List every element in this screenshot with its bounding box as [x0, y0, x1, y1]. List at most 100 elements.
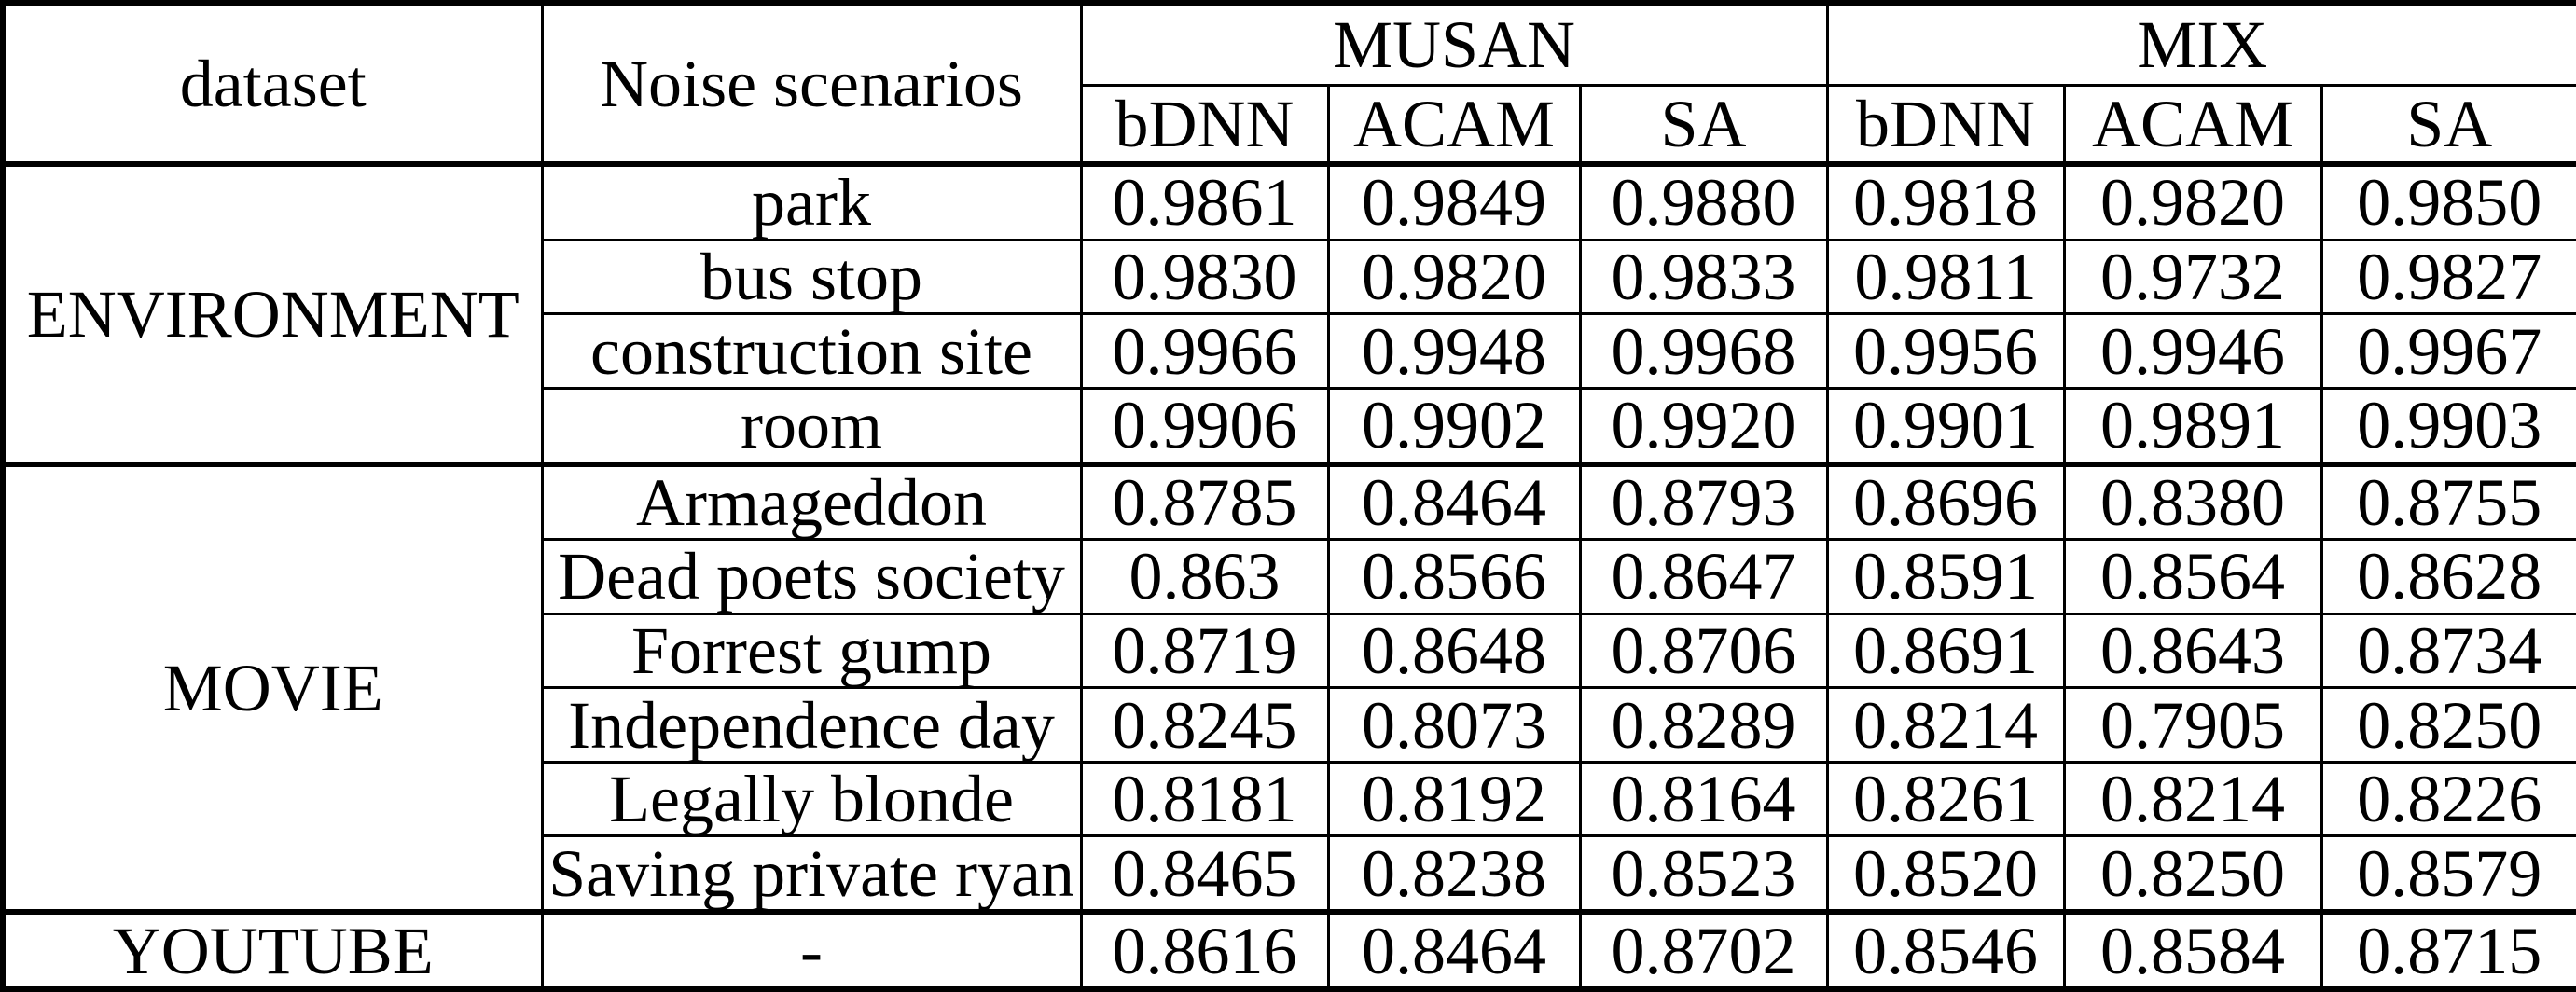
table-row: Legally blonde 0.8181 0.8192 0.8164 0.82…	[3, 760, 2576, 838]
value-cell: 0.9968	[1578, 312, 1829, 390]
value-cell: 0.9849	[1326, 162, 1582, 241]
value-cell: 0.8546	[1825, 909, 2066, 991]
value-cell: 0.7905	[2062, 686, 2323, 764]
value-cell: 0.9903	[2320, 386, 2576, 466]
value-cell: 0.9861	[1079, 162, 1330, 241]
value-cell: 0.8523	[1578, 834, 1829, 914]
header-musan-bdnn: bDNN	[1079, 84, 1330, 167]
value-cell: 0.8579	[2320, 834, 2576, 914]
header-musan-sa: SA	[1578, 84, 1829, 167]
value-cell: 0.8520	[1825, 834, 2066, 914]
table-row: YOUTUBE - 0.8616 0.8464 0.8702 0.8546 0.…	[1, 909, 2576, 991]
value-cell: 0.9820	[1326, 238, 1582, 316]
value-cell: 0.8643	[2062, 612, 2323, 690]
dataset-cell-movie: MOVIE	[1, 461, 544, 914]
value-cell: 0.8192	[1326, 760, 1582, 838]
table-row: MOVIE Armageddon 0.8785 0.8464 0.8793 0.…	[1, 461, 2576, 914]
header-noise-scenarios: Noise scenarios	[540, 1, 1083, 167]
value-cell: 0.9732	[2062, 238, 2323, 316]
value-cell: 0.8238	[1326, 834, 1582, 914]
header-mix-sa: SA	[2320, 84, 2576, 167]
scenario-cell: Forrest gump	[540, 612, 1083, 690]
value-cell: 0.8465	[1079, 834, 1330, 914]
dataset-cell-youtube: YOUTUBE	[1, 909, 544, 991]
value-cell: 0.8628	[2320, 538, 2576, 615]
value-cell: 0.9920	[1578, 386, 1829, 466]
value-cell: 0.9850	[2320, 162, 2576, 241]
header-group-mix: MIX	[1825, 1, 2576, 87]
scenario-cell: construction site	[540, 312, 1083, 390]
value-cell: 0.8647	[1578, 538, 1829, 615]
value-cell: 0.8734	[2320, 612, 2576, 690]
value-cell: 0.8164	[1578, 760, 1829, 838]
value-cell: 0.8715	[2320, 909, 2576, 991]
value-cell: 0.9818	[1825, 162, 2066, 241]
value-cell: 0.9833	[1578, 238, 1829, 316]
value-cell: 0.9967	[2320, 312, 2576, 390]
scenario-cell: Armageddon	[540, 461, 1083, 542]
scenario-cell: Saving private ryan	[540, 834, 1083, 914]
table-row: room 0.9906 0.9902 0.9920 0.9901 0.9891 …	[3, 386, 2576, 466]
value-cell: 0.8250	[2062, 834, 2323, 914]
table-row: construction site 0.9966 0.9948 0.9968 0…	[3, 312, 2576, 390]
value-cell: 0.8564	[2062, 538, 2323, 615]
value-cell: 0.8566	[1326, 538, 1582, 615]
value-cell: 0.8691	[1825, 612, 2066, 690]
scenario-cell: Dead poets society	[540, 538, 1083, 615]
value-cell: 0.8464	[1326, 461, 1582, 542]
value-cell: 0.8289	[1578, 686, 1829, 764]
value-cell: 0.8706	[1578, 612, 1829, 690]
scenario-cell: -	[540, 909, 1083, 991]
header-musan-acam: ACAM	[1326, 84, 1582, 167]
value-cell: 0.9811	[1825, 238, 2066, 316]
value-cell: 0.8648	[1326, 612, 1582, 690]
table-row: Saving private ryan 0.8465 0.8238 0.8523…	[3, 834, 2576, 914]
value-cell: 0.863	[1079, 538, 1330, 615]
value-cell: 0.8793	[1578, 461, 1829, 542]
value-cell: 0.9906	[1079, 386, 1330, 466]
value-cell: 0.8380	[2062, 461, 2323, 542]
table-row: Forrest gump 0.8719 0.8648 0.8706 0.8691…	[3, 612, 2576, 690]
value-cell: 0.8181	[1079, 760, 1330, 838]
value-cell: 0.8702	[1578, 909, 1829, 991]
dataset-cell-environment: ENVIRONMENT	[1, 162, 544, 465]
value-cell: 0.9891	[2062, 386, 2323, 466]
header-mix-acam: ACAM	[2062, 84, 2323, 167]
value-cell: 0.9880	[1578, 162, 1829, 241]
value-cell: 0.9966	[1079, 312, 1330, 390]
value-cell: 0.8261	[1825, 760, 2066, 838]
table-row: bus stop 0.9830 0.9820 0.9833 0.9811 0.9…	[3, 238, 2576, 316]
table-row: ENVIRONMENT park 0.9861 0.9849 0.9880 0.…	[1, 162, 2576, 465]
value-cell: 0.8696	[1825, 461, 2066, 542]
value-cell: 0.8214	[2062, 760, 2323, 838]
value-cell: 0.9827	[2320, 238, 2576, 316]
value-cell: 0.8214	[1825, 686, 2066, 764]
value-cell: 0.8245	[1079, 686, 1330, 764]
scenario-cell: room	[540, 386, 1083, 466]
value-cell: 0.9830	[1079, 238, 1330, 316]
header-dataset: dataset	[1, 1, 544, 167]
value-cell: 0.9820	[2062, 162, 2323, 241]
value-cell: 0.8226	[2320, 760, 2576, 838]
value-cell: 0.9901	[1825, 386, 2066, 466]
value-cell: 0.9956	[1825, 312, 2066, 390]
value-cell: 0.8591	[1825, 538, 2066, 615]
scenario-cell: Independence day	[540, 686, 1083, 764]
value-cell: 0.9948	[1326, 312, 1582, 390]
value-cell: 0.9946	[2062, 312, 2323, 390]
value-cell: 0.8616	[1079, 909, 1330, 991]
value-cell: 0.8073	[1326, 686, 1582, 764]
header-mix-bdnn: bDNN	[1825, 84, 2066, 167]
scenario-cell: park	[540, 162, 1083, 241]
value-cell: 0.8250	[2320, 686, 2576, 764]
value-cell: 0.8584	[2062, 909, 2323, 991]
scenario-cell: Legally blonde	[540, 760, 1083, 838]
value-cell: 0.8755	[2320, 461, 2576, 542]
table-row: Independence day 0.8245 0.8073 0.8289 0.…	[3, 686, 2576, 764]
table-row: Dead poets society 0.863 0.8566 0.8647 0…	[3, 538, 2576, 615]
value-cell: 0.8719	[1079, 612, 1330, 690]
value-cell: 0.8785	[1079, 461, 1330, 542]
value-cell: 0.8464	[1326, 909, 1582, 991]
